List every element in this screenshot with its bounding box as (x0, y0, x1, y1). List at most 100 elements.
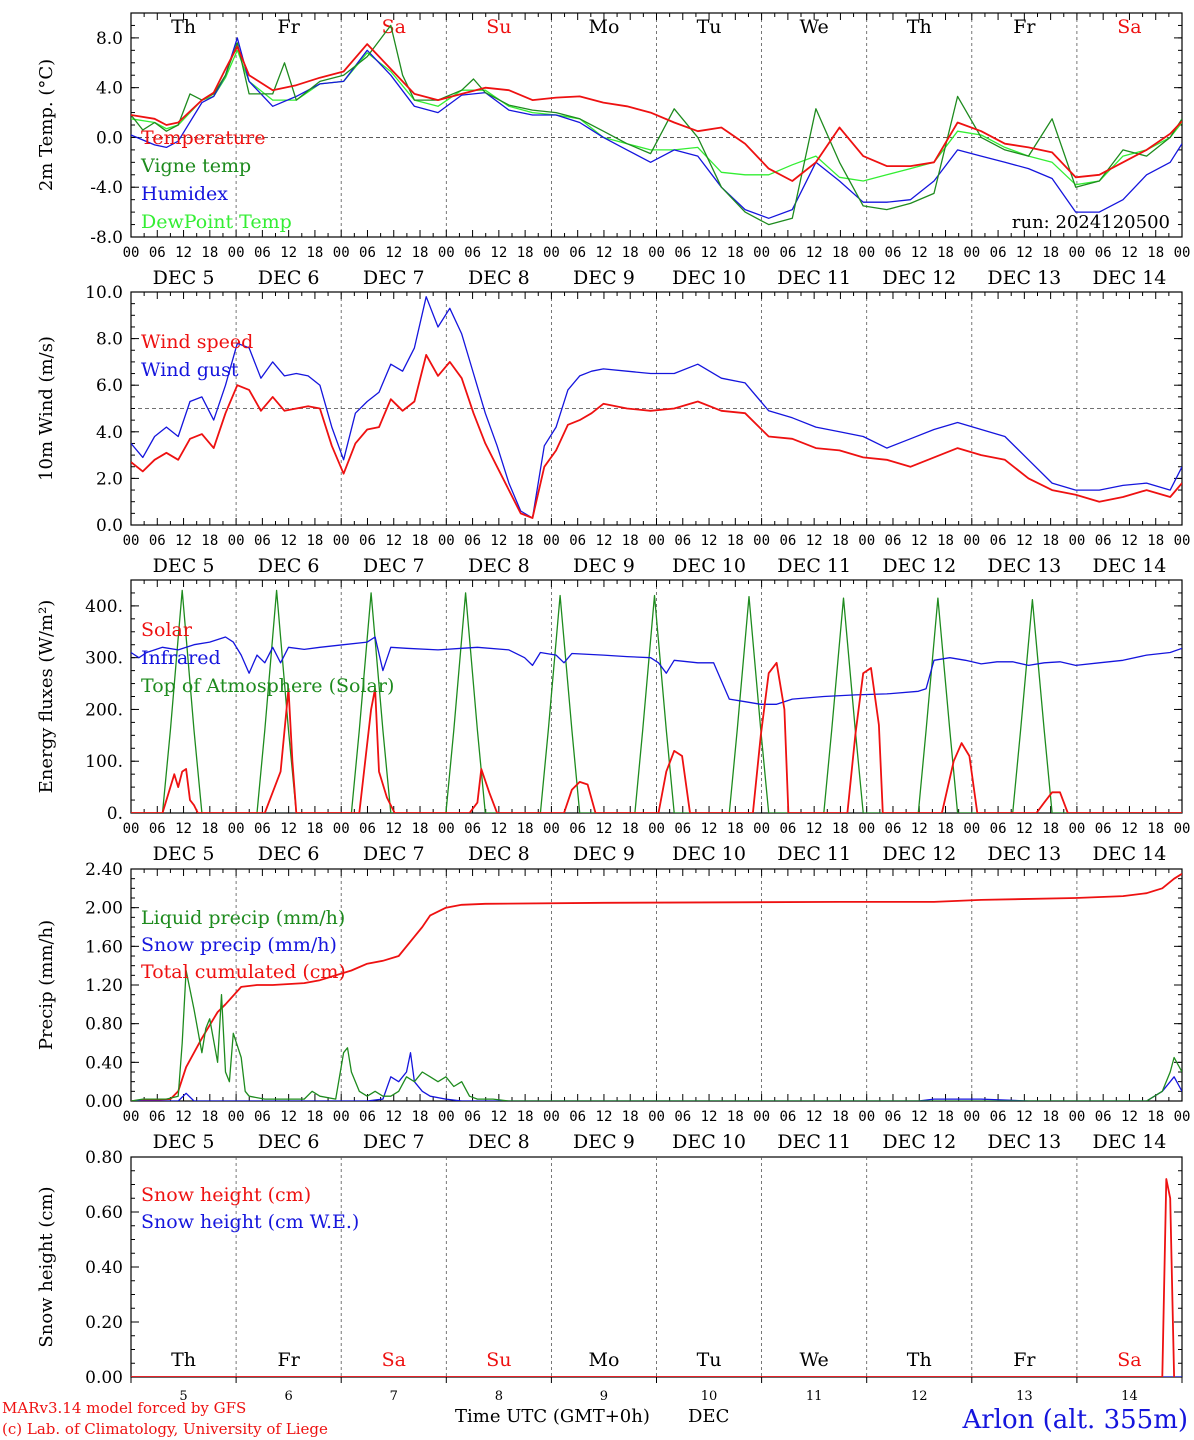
hour-label: 06 (990, 245, 1007, 261)
hour-label: 00 (753, 1109, 770, 1125)
hour-label: 06 (779, 245, 796, 261)
hour-label: 12 (1016, 533, 1033, 549)
hour-label: 18 (201, 533, 218, 549)
hour-label: 06 (149, 821, 166, 837)
hour-label: 06 (569, 1109, 586, 1125)
hour-label: 00 (648, 821, 665, 837)
hour-label: 00 (123, 821, 140, 837)
y-tick-label: 400. (85, 597, 123, 617)
weekday-label: Fr (1013, 16, 1036, 38)
hour-label: 18 (1042, 1109, 1059, 1125)
series-line-solar (131, 661, 1182, 813)
hour-label: 12 (806, 1109, 823, 1125)
legend-entry: Total cumulated (cm) (141, 961, 346, 983)
hour-label: 06 (254, 821, 271, 837)
day-number-label: 7 (390, 1389, 398, 1404)
hour-label: 00 (963, 1109, 980, 1125)
hour-label: 12 (175, 821, 192, 837)
hour-label: 18 (306, 245, 323, 261)
hour-label: 12 (596, 1109, 613, 1125)
hour-label: 18 (727, 245, 744, 261)
legend-entry: Snow precip (mm/h) (141, 934, 337, 956)
hour-label: 12 (596, 533, 613, 549)
y-tick-label: 200. (85, 700, 123, 720)
y-tick-label: 1.60 (85, 937, 123, 957)
y-tick-label: 0.80 (85, 1015, 123, 1035)
date-label: DEC 10 (672, 267, 746, 289)
hour-label: 18 (832, 821, 849, 837)
hour-label: 18 (306, 1109, 323, 1125)
date-label: DEC 7 (363, 555, 425, 577)
hour-label: 12 (911, 245, 928, 261)
hour-label: 00 (648, 245, 665, 261)
hour-label: 12 (911, 533, 928, 549)
hour-label: 00 (228, 533, 245, 549)
day-number-label: 6 (285, 1389, 293, 1404)
hour-label: 00 (648, 1109, 665, 1125)
panel-3: 0. 100. 200. 300. 400. Energy fluxes (W/m²) 00… (36, 579, 1190, 865)
legend-entry: DewPoint Temp (141, 211, 292, 233)
y-tick-label: 2.0 (96, 469, 123, 489)
weekday-label: We (800, 16, 829, 38)
date-label: DEC 6 (258, 267, 320, 289)
series-line-wind-gust (131, 296, 1182, 519)
hour-label: 12 (385, 1109, 402, 1125)
y-tick-label: 0.60 (85, 1203, 123, 1223)
hour-label: 00 (123, 245, 140, 261)
date-label: DEC 9 (573, 843, 635, 865)
date-label: DEC 8 (468, 843, 530, 865)
hour-label: 12 (701, 533, 718, 549)
hour-label: 06 (674, 1109, 691, 1125)
date-label: DEC 5 (153, 843, 215, 865)
y-axis-label: 2m Temp. (°C) (36, 59, 57, 191)
hour-label: 18 (1042, 245, 1059, 261)
hour-label: 06 (359, 821, 376, 837)
hour-label: 06 (885, 533, 902, 549)
series-line-infrared (131, 636, 1182, 705)
hour-label: 00 (753, 533, 770, 549)
weekday-label: Fr (1013, 1349, 1036, 1371)
hour-label: 06 (569, 533, 586, 549)
hour-label: 06 (464, 1109, 481, 1125)
series-line-liquid-precip-mm-h- (131, 969, 1182, 1101)
hour-label: 00 (543, 821, 560, 837)
y-tick-label: 0.20 (85, 1313, 123, 1333)
hour-label: 18 (622, 245, 639, 261)
day-number-label: 14 (1121, 1389, 1138, 1404)
y-tick-label: -4.0 (90, 178, 123, 198)
y-tick-label: 0.00 (85, 1092, 123, 1112)
hour-label: 18 (412, 533, 429, 549)
hour-label: 06 (1095, 245, 1112, 261)
day-number-label: 12 (911, 1389, 928, 1404)
hour-label: 06 (149, 1109, 166, 1125)
x-axis-month: DEC (688, 1406, 729, 1427)
legend-entry: Snow height (cm) (141, 1184, 311, 1206)
hour-label: 12 (1016, 821, 1033, 837)
weekday-label: Mo (588, 1349, 619, 1371)
y-tick-label: 6.0 (96, 376, 123, 396)
legend-entry: Liquid precip (mm/h) (141, 907, 345, 929)
weekday-label: Sa (1117, 1349, 1141, 1371)
legend-entry: Wind speed (141, 331, 253, 353)
hour-label: 18 (832, 533, 849, 549)
hour-label: 18 (1042, 533, 1059, 549)
hour-label: 00 (333, 821, 350, 837)
hour-label: 12 (280, 1109, 297, 1125)
date-label: DEC 12 (882, 555, 956, 577)
date-label: DEC 9 (573, 267, 635, 289)
hour-label: 18 (727, 821, 744, 837)
date-label: DEC 12 (882, 843, 956, 865)
date-label: DEC 6 (258, 843, 320, 865)
hour-label: 12 (1121, 533, 1138, 549)
hour-label: 06 (674, 533, 691, 549)
hour-label: 18 (1042, 821, 1059, 837)
y-tick-label: 4.0 (96, 79, 123, 99)
hour-label: 12 (490, 533, 507, 549)
y-tick-label: 0.0 (96, 128, 123, 148)
hour-label: 06 (990, 821, 1007, 837)
hour-label: 18 (937, 533, 954, 549)
y-axis-label: Snow height (cm) (36, 1186, 57, 1347)
date-label: DEC 11 (777, 267, 851, 289)
hour-label: 00 (858, 533, 875, 549)
legend-entry: Temperature (141, 127, 265, 149)
